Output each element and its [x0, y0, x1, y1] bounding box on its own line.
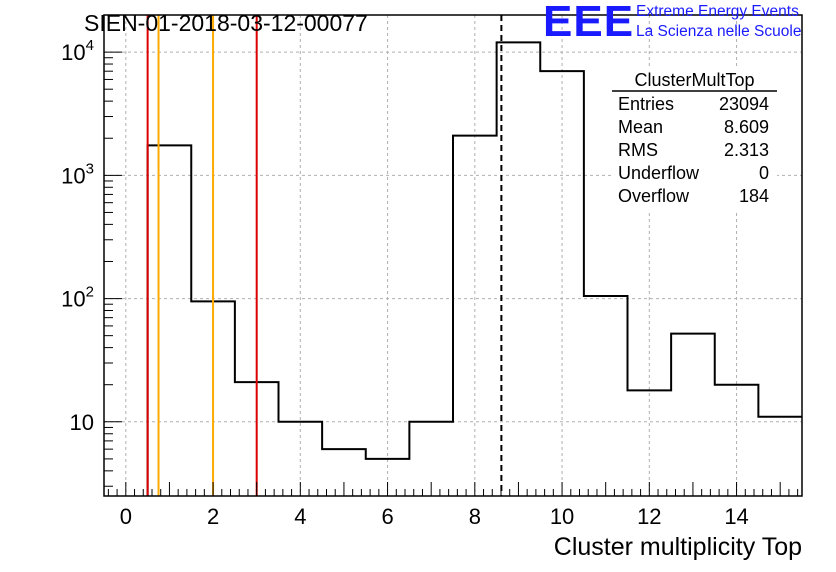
- histogram-series: [146, 41, 802, 496]
- histogram-bin: [497, 42, 541, 496]
- logo-caption-line-2: La Scienza nelle Scuole: [636, 23, 802, 40]
- stats-label: Entries: [618, 94, 674, 114]
- stats-label: Overflow: [618, 186, 690, 206]
- stats-label: RMS: [618, 140, 658, 160]
- stats-value: 23094: [719, 94, 769, 114]
- stats-value: 0: [759, 163, 769, 183]
- histogram-bin: [148, 145, 192, 496]
- histogram-bin: [715, 385, 759, 496]
- y-tick-label: 102: [61, 284, 94, 312]
- stats-value: 2.313: [724, 140, 769, 160]
- x-tick-label: 2: [207, 504, 219, 529]
- plot-frame: [103, 14, 803, 497]
- x-tick-label: 14: [724, 504, 748, 529]
- y-tick-label: 10: [70, 410, 94, 435]
- stats-box-title: ClusterMultTop: [634, 70, 754, 90]
- logo-caption-line-1: Extreme Energy Events: [636, 3, 799, 20]
- chart-title: SIEN-01-2018-03-12-00077: [84, 10, 368, 36]
- x-tick-label: 8: [469, 504, 481, 529]
- stats-label: Mean: [618, 117, 663, 137]
- histogram-bin: [540, 71, 584, 496]
- histogram-bin: [671, 334, 715, 496]
- x-tick-label: 10: [550, 504, 574, 529]
- y-tick-label: 103: [61, 160, 94, 188]
- x-tick-label: 4: [294, 504, 306, 529]
- histogram-bin: [628, 390, 672, 496]
- stats-value: 184: [739, 186, 769, 206]
- stats-value: 8.609: [724, 117, 769, 137]
- y-tick-label: 104: [61, 37, 94, 65]
- x-tick-label: 12: [637, 504, 661, 529]
- x-tick-label: 6: [381, 504, 393, 529]
- stats-label: Underflow: [618, 163, 700, 183]
- histogram-bin: [453, 136, 497, 496]
- histogram-bin: [584, 296, 628, 496]
- eee-logo: EEE: [543, 0, 635, 46]
- x-tick-label: 0: [120, 504, 132, 529]
- x-axis-label: Cluster multiplicity Top: [553, 533, 802, 561]
